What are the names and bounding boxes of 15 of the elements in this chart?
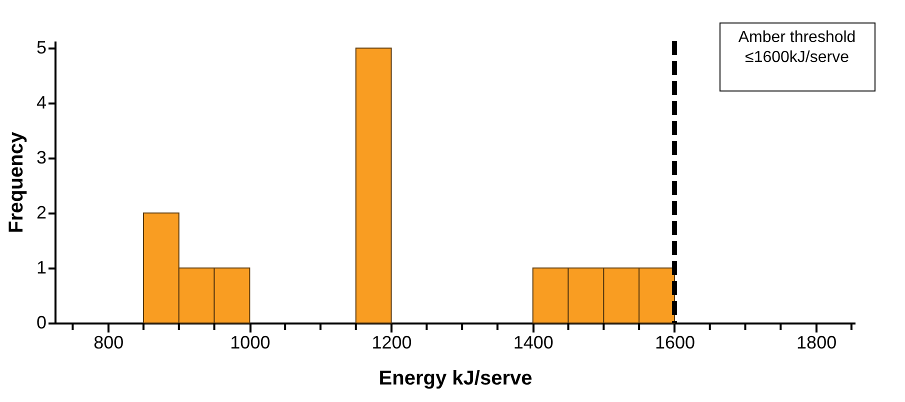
x-tick-label: 1800 [796, 332, 837, 352]
x-tick-label: 1000 [230, 332, 270, 352]
x-tick-label: 1200 [372, 332, 412, 352]
ref-line-label: Amber threshold ≤1600kJ/serve [738, 29, 856, 66]
y-tick-label: 2 [36, 202, 46, 223]
y-tick-label: 0 [36, 312, 46, 332]
y-tick-label: 3 [36, 148, 46, 168]
x-axis-title: Energy kJ/serve [378, 368, 532, 390]
y-tick-label: 4 [36, 92, 46, 113]
y-axis-title: Frequency [5, 131, 28, 234]
x-tick-label: 1400 [513, 332, 554, 352]
x-tick-label: 1600 [654, 332, 695, 352]
y-tick-label: 5 [36, 38, 46, 58]
y-tick-label: 1 [36, 258, 46, 278]
x-tick-label: 800 [94, 332, 124, 352]
